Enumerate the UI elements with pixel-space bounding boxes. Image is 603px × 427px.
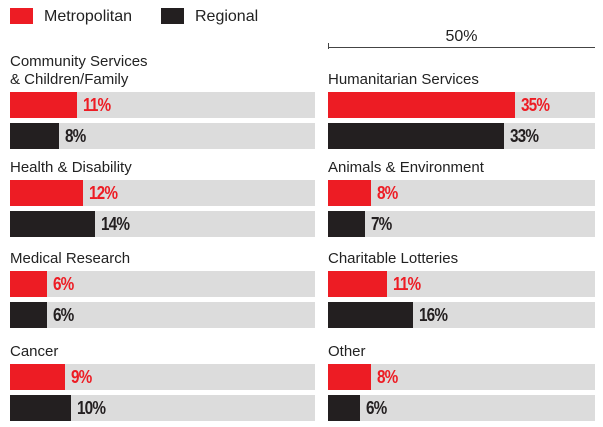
value-label: 35% <box>520 95 550 115</box>
legend-swatch <box>10 8 33 24</box>
legend-label: Metropolitan <box>44 8 133 25</box>
value-label: 9% <box>70 367 92 387</box>
bar-track <box>328 211 595 237</box>
category-label: Animals & Environment <box>328 159 484 176</box>
bar <box>328 302 414 328</box>
value-label: 7% <box>371 214 392 234</box>
legend-label: Regional <box>195 8 259 25</box>
bar <box>10 180 84 206</box>
bar <box>10 211 96 237</box>
bar-track <box>328 395 595 421</box>
value-label: 6% <box>52 305 74 325</box>
value-label: 11% <box>83 95 111 115</box>
value-label: 8% <box>376 183 398 203</box>
category-label: Health & Disability <box>10 159 132 176</box>
bar <box>10 395 71 421</box>
value-label: 6% <box>366 398 387 418</box>
value-label: 6% <box>52 274 74 294</box>
scale-line <box>328 47 595 48</box>
bar <box>328 123 505 149</box>
category-label: Community Services & Children/Family <box>10 53 148 88</box>
value-label: 8% <box>376 367 398 387</box>
bar <box>10 271 47 297</box>
value-label: 12% <box>89 183 118 203</box>
bar <box>328 395 361 421</box>
value-label: 16% <box>419 305 448 325</box>
bar-track <box>328 180 595 206</box>
category-label: Charitable Lotteries <box>328 250 459 267</box>
bar-track <box>10 271 315 297</box>
bar-track <box>10 123 315 149</box>
value-label: 33% <box>510 126 539 146</box>
bar-track <box>328 364 595 390</box>
value-label: 11% <box>392 274 421 294</box>
value-label: 8% <box>64 126 86 146</box>
category-label: Cancer <box>10 343 59 360</box>
bar-track <box>10 302 315 328</box>
category-label: Humanitarian Services <box>328 71 479 88</box>
category-label: Other <box>328 343 366 360</box>
bar <box>10 302 47 328</box>
scale-end <box>328 43 329 49</box>
bar <box>10 123 59 149</box>
bar <box>328 364 371 390</box>
scale-label: 50% <box>445 28 478 45</box>
bar <box>328 211 366 237</box>
legend-swatch <box>161 8 184 24</box>
bar <box>10 364 65 390</box>
bar <box>328 92 515 118</box>
bar <box>328 180 371 206</box>
bar <box>10 92 78 118</box>
value-label: 14% <box>101 214 130 234</box>
category-label: Medical Research <box>10 250 131 267</box>
bar <box>328 271 387 297</box>
value-label: 10% <box>77 398 106 418</box>
